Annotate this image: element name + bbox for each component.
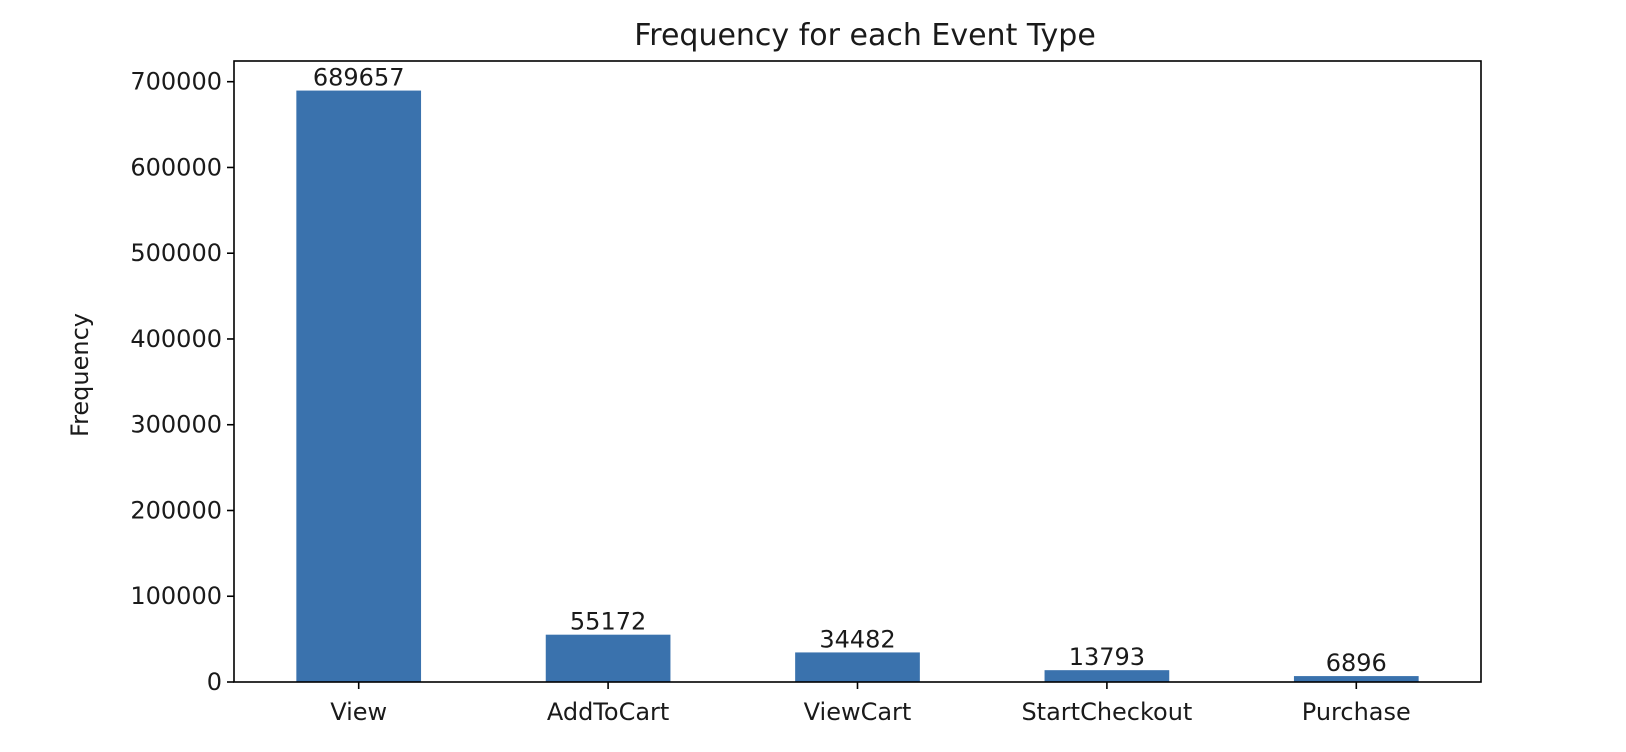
y-tick-label: 700000: [130, 68, 222, 96]
plot-area: 0 100000 200000 300000 400000 500000 600000 700…: [130, 64, 1419, 726]
y-tick-label: 500000: [130, 239, 222, 267]
chart-title: Frequency for each Event Type: [634, 18, 1096, 53]
y-axis-label: Frequency: [66, 313, 94, 437]
bar-addtocart: [545, 634, 671, 682]
x-tick-label: AddToCart: [547, 698, 669, 726]
x-tick-label: StartCheckout: [1021, 698, 1192, 726]
bar-purchase: [1293, 676, 1419, 682]
y-tick-label: 0: [207, 668, 222, 696]
y-tick-label: 100000: [130, 582, 222, 610]
y-tick-label: 300000: [130, 411, 222, 439]
data-label: 689657: [313, 64, 405, 92]
y-tick-label: 600000: [130, 153, 222, 181]
bar-startcheckout: [1044, 670, 1170, 682]
bar-viewcart: [795, 652, 920, 682]
plot-frame: [233, 60, 1482, 683]
bar-view: [296, 90, 422, 683]
data-label: 34482: [819, 625, 895, 653]
data-label: 6896: [1326, 649, 1387, 677]
x-tick-label: Purchase: [1302, 698, 1411, 726]
x-tick-label: View: [330, 698, 387, 726]
y-tick-label: 200000: [130, 496, 222, 524]
data-label: 13793: [1069, 643, 1145, 671]
data-label: 55172: [570, 608, 646, 636]
x-tick-label: ViewCart: [804, 698, 912, 726]
y-tick-label: 400000: [130, 325, 222, 353]
